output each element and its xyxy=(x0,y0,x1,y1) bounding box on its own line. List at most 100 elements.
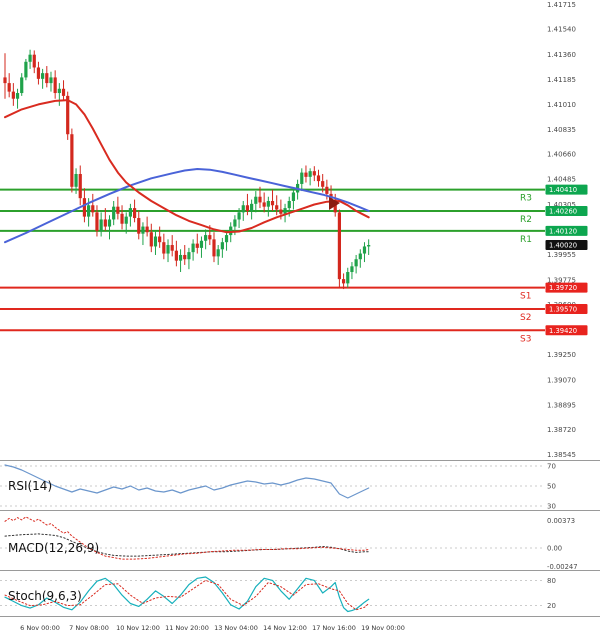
candle-body[interactable] xyxy=(174,250,178,261)
level-price-box xyxy=(545,225,588,236)
price-axis-tick: 1.41010 xyxy=(547,101,576,109)
level-price-box xyxy=(545,205,588,216)
candle-body[interactable] xyxy=(279,209,283,214)
candle-body[interactable] xyxy=(287,200,291,209)
candle-body[interactable] xyxy=(341,279,346,284)
candle-body[interactable] xyxy=(132,208,137,219)
candle-body[interactable] xyxy=(367,245,371,247)
candle-body[interactable] xyxy=(350,266,354,273)
candle-body[interactable] xyxy=(354,259,358,267)
candle-body[interactable] xyxy=(28,54,32,62)
candle-body[interactable] xyxy=(262,202,266,207)
candle-body[interactable] xyxy=(220,242,224,250)
candle-body[interactable] xyxy=(145,226,149,233)
candle-body[interactable] xyxy=(304,172,308,177)
candle-body[interactable] xyxy=(153,236,158,247)
candle-body[interactable] xyxy=(141,226,145,234)
candle-body[interactable] xyxy=(53,77,57,94)
level-price-box xyxy=(545,184,588,195)
candle-body[interactable] xyxy=(250,203,254,211)
candle-body[interactable] xyxy=(57,88,61,94)
candle-body[interactable] xyxy=(20,77,24,94)
candle-body[interactable] xyxy=(166,245,170,254)
candle-body[interactable] xyxy=(216,249,220,257)
candle-body[interactable] xyxy=(11,91,15,99)
candle-body[interactable] xyxy=(187,252,191,260)
stoch-axis-tick: 20 xyxy=(547,602,556,610)
candle-body[interactable] xyxy=(32,54,36,68)
macd-axis-tick: 0.00 xyxy=(547,545,562,553)
candle-body[interactable] xyxy=(24,61,28,78)
candle-body[interactable] xyxy=(300,172,304,184)
candle-body[interactable] xyxy=(120,213,124,224)
candle-body[interactable] xyxy=(337,212,341,280)
candle-body[interactable] xyxy=(103,219,107,227)
candle-body[interactable] xyxy=(3,77,7,84)
candle-body[interactable] xyxy=(66,95,70,135)
price-axis-tick: 1.38895 xyxy=(547,401,576,409)
stoch-axis-tick: 80 xyxy=(547,577,556,585)
candle-body[interactable] xyxy=(266,200,270,207)
candle-body[interactable] xyxy=(224,235,229,243)
candle-body[interactable] xyxy=(116,206,120,214)
candle-body[interactable] xyxy=(199,240,204,248)
candle-body[interactable] xyxy=(82,198,87,217)
candle-body[interactable] xyxy=(195,243,199,248)
candle-body[interactable] xyxy=(291,192,296,201)
candle-body[interactable] xyxy=(212,239,216,257)
candle-body[interactable] xyxy=(15,93,20,99)
candle-body[interactable] xyxy=(70,134,74,187)
candle-body[interactable] xyxy=(325,186,329,194)
candle-body[interactable] xyxy=(149,232,153,247)
candle-body[interactable] xyxy=(258,196,262,203)
candle-body[interactable] xyxy=(107,219,112,227)
level-label-r2: R2 xyxy=(520,215,532,225)
candle-body[interactable] xyxy=(170,245,174,251)
candle-body[interactable] xyxy=(237,212,241,220)
candle-body[interactable] xyxy=(183,254,187,260)
candle-body[interactable] xyxy=(158,236,162,243)
rsi-axis-tick: 50 xyxy=(547,483,556,491)
candle-body[interactable] xyxy=(270,200,275,206)
candle-body[interactable] xyxy=(283,208,287,214)
x-axis-label: 6 Nov 00:00 xyxy=(20,624,60,632)
candle-body[interactable] xyxy=(312,171,316,176)
candle-body[interactable] xyxy=(7,83,11,92)
candle-body[interactable] xyxy=(45,73,49,84)
current-price-box xyxy=(545,240,588,251)
candle-body[interactable] xyxy=(308,171,312,177)
candle-body[interactable] xyxy=(178,254,183,261)
level-label-s3: S3 xyxy=(520,334,531,344)
candle-body[interactable] xyxy=(229,226,233,236)
candle-body[interactable] xyxy=(78,174,82,199)
candle-body[interactable] xyxy=(346,272,350,284)
candle-body[interactable] xyxy=(241,205,245,213)
rsi-axis-tick: 30 xyxy=(547,503,556,511)
candle-body[interactable] xyxy=(358,253,362,260)
candle-body[interactable] xyxy=(191,243,195,253)
candle-body[interactable] xyxy=(137,218,141,234)
candle-body[interactable] xyxy=(362,246,367,254)
candle-body[interactable] xyxy=(61,88,66,96)
candle-body[interactable] xyxy=(245,205,250,211)
candle-body[interactable] xyxy=(128,208,132,217)
candle-body[interactable] xyxy=(41,73,45,79)
candle-body[interactable] xyxy=(49,77,53,84)
candle-body[interactable] xyxy=(321,181,325,187)
candle-body[interactable] xyxy=(36,67,41,79)
candle-body[interactable] xyxy=(316,175,321,182)
candle-body[interactable] xyxy=(99,219,103,231)
candle-body[interactable] xyxy=(275,205,279,210)
candle-body[interactable] xyxy=(91,205,95,213)
candle-body[interactable] xyxy=(112,206,116,220)
candle-body[interactable] xyxy=(74,174,78,187)
candle-body[interactable] xyxy=(254,196,258,204)
candle-body[interactable] xyxy=(233,219,237,227)
candle-body[interactable] xyxy=(204,235,208,241)
candle-body[interactable] xyxy=(124,216,128,224)
candle-body[interactable] xyxy=(95,212,99,231)
candle-body[interactable] xyxy=(87,205,91,217)
candle-body[interactable] xyxy=(162,242,166,254)
candle-body[interactable] xyxy=(208,235,212,240)
